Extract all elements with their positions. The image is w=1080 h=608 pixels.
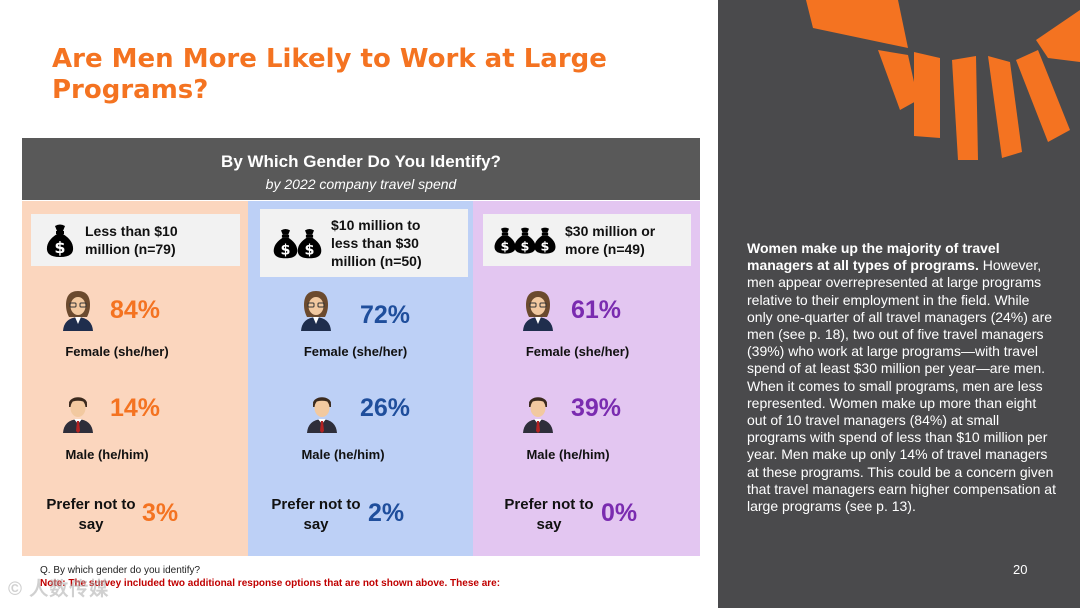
- male-person-icon: [304, 391, 340, 433]
- prefer-percent: 2%: [368, 499, 405, 527]
- segment-label: $30 million or more (n=49): [565, 223, 656, 257]
- page-number: 20: [1013, 562, 1028, 577]
- female-percent: 84%: [110, 296, 161, 324]
- segment-label: Less than $10 million (n=79): [85, 223, 178, 257]
- chart-subtitle: by 2022 company travel spend: [265, 176, 457, 192]
- segment-label: $10 million to less than $30 million (n=…: [331, 217, 422, 269]
- segment-header: $10 million to less than $30 million (n=…: [260, 209, 468, 277]
- money-bag-icon: [45, 223, 75, 257]
- female-label: Female (she/her): [303, 344, 408, 359]
- female-percent: 61%: [571, 296, 622, 324]
- chart-title: By Which Gender Do You Identify?: [221, 152, 501, 171]
- footnote: Q. By which gender do you identify?: [40, 565, 201, 576]
- side-panel: Women make up the majority of travel man…: [718, 0, 1080, 608]
- male-person-icon: [520, 391, 556, 433]
- male-percent: 26%: [360, 394, 411, 422]
- segment-header: $30 million or more (n=49): [483, 214, 691, 266]
- watermark: © 人数传媒: [8, 579, 110, 600]
- side-body-text: However, men appear overrepresented at l…: [747, 257, 1056, 515]
- male-percent: 14%: [110, 394, 161, 422]
- male-person-icon: [60, 391, 96, 433]
- side-bold-text: Women make up the majority of travel man…: [747, 240, 1000, 274]
- segment-column-medium: $10 million to less than $30 million (n=…: [248, 201, 473, 556]
- male-percent: 39%: [571, 394, 622, 422]
- money-bags-icon: [272, 226, 323, 260]
- female-person-icon: [520, 289, 556, 331]
- segment-header: Less than $10 million (n=79): [31, 214, 240, 266]
- male-label: Male (he/him): [526, 447, 610, 462]
- prefer-label: Prefer not to say: [504, 496, 594, 533]
- segment-column-large: $30 million or more (n=49) 61% Female (s…: [473, 201, 700, 556]
- survey-note: Note: The survey included two additional…: [40, 578, 501, 589]
- female-label: Female (she/her): [525, 344, 630, 359]
- page-title: Are Men More Likely to Work at Large Pro…: [52, 44, 607, 105]
- female-label: Female (she/her): [65, 344, 169, 359]
- male-label: Male (he/him): [65, 447, 149, 462]
- side-paragraph: Women make up the majority of travel man…: [747, 240, 1059, 515]
- prefer-label: Prefer not to say: [271, 496, 361, 533]
- female-person-icon: [298, 289, 334, 331]
- prefer-percent: 0%: [601, 499, 638, 527]
- money-bags-icon: [493, 224, 557, 256]
- prefer-label: Prefer not to say: [46, 496, 136, 533]
- chart-header: By Which Gender Do You Identify? by 2022…: [22, 138, 700, 200]
- segment-column-small: Less than $10 million (n=79) 84% Female …: [22, 201, 248, 556]
- sunburst-logo-icon: [806, 0, 1080, 160]
- female-person-icon: [60, 289, 96, 331]
- male-label: Male (he/him): [301, 447, 385, 462]
- prefer-percent: 3%: [142, 499, 179, 527]
- female-percent: 72%: [360, 301, 411, 329]
